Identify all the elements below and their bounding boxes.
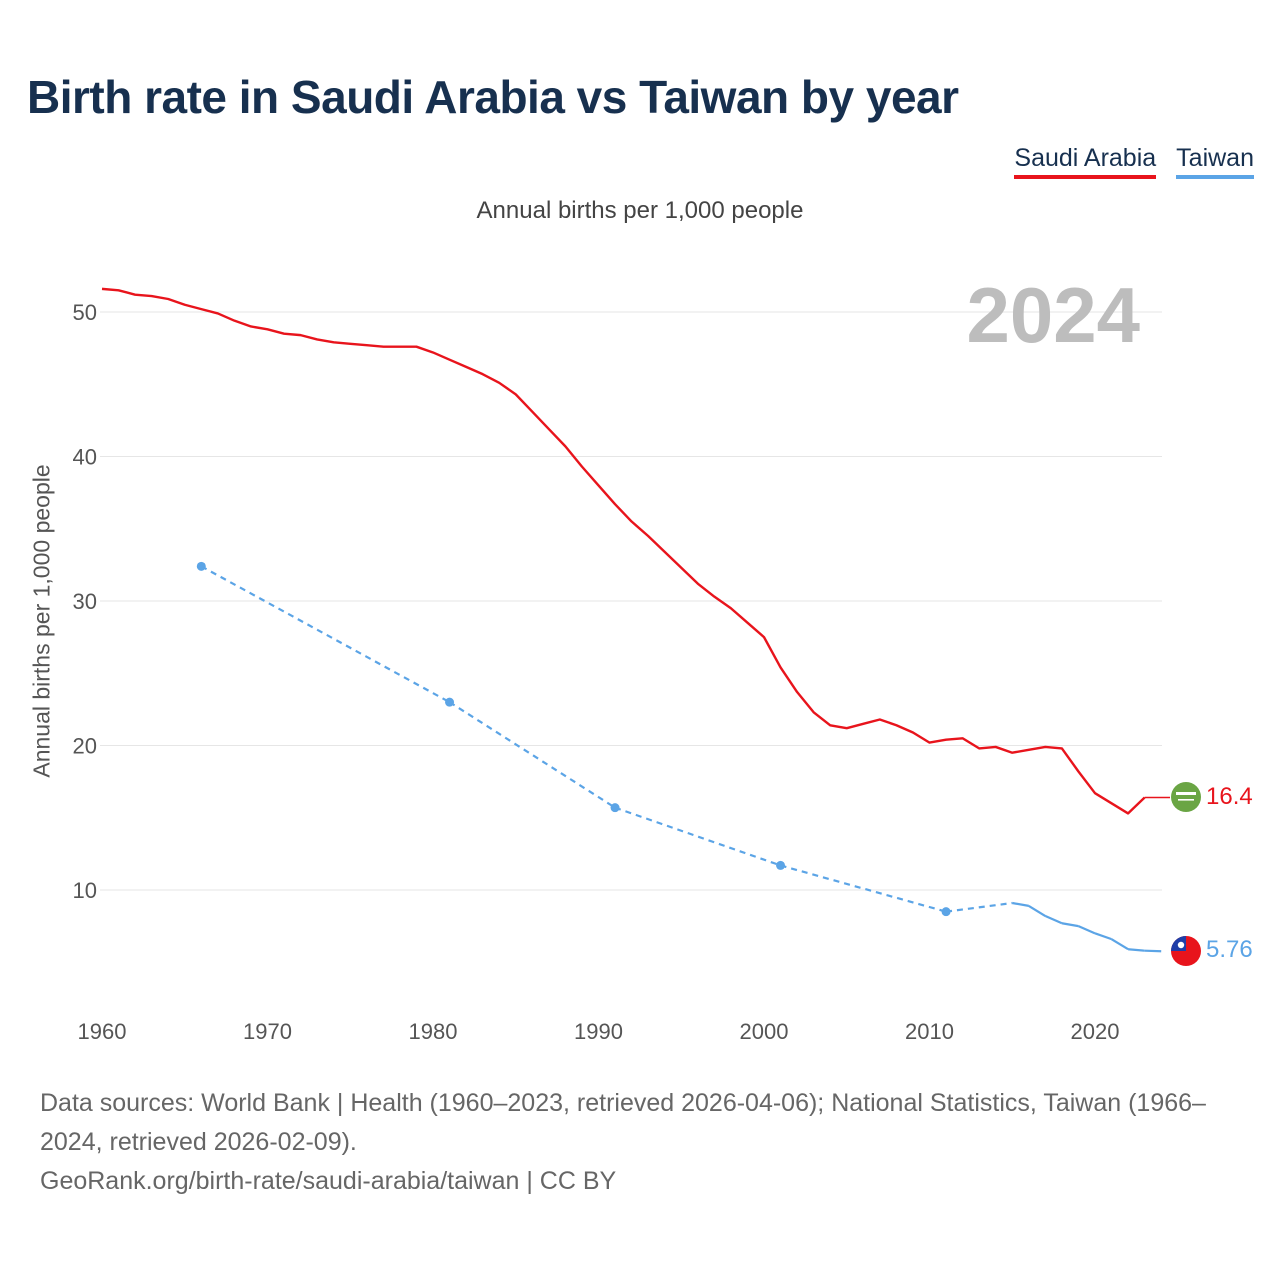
x-tick-label: 1980 — [409, 1019, 458, 1044]
x-tick-label: 1960 — [78, 1019, 127, 1044]
gridlines — [100, 311, 1162, 891]
taiwan-data-point[interactable] — [941, 907, 951, 917]
legend-item-taiwan[interactable]: Taiwan — [1176, 144, 1254, 179]
y-tick-label: 50 — [73, 300, 97, 325]
x-tick-label: 1990 — [574, 1019, 623, 1044]
saudi-arabia-flag-sword — [1178, 799, 1194, 801]
y-tick-label: 40 — [73, 445, 97, 470]
taiwan-segment — [1044, 915, 1063, 925]
saudi-arabia-flag-script — [1176, 792, 1196, 795]
taiwan-flag-sun — [1177, 941, 1185, 949]
taiwan-end-marker: 5.76 — [1171, 936, 1253, 966]
taiwan-end-value: 5.76 — [1206, 936, 1253, 963]
saudi-arabia-end-value: 16.4 — [1206, 783, 1253, 810]
taiwan-segment — [1028, 904, 1046, 917]
taiwan-segment — [1128, 948, 1145, 952]
chart-subtitle: Annual births per 1,000 people — [476, 197, 804, 224]
taiwan-segment — [200, 565, 451, 704]
taiwan-segment — [1012, 901, 1029, 907]
x-tick-label: 2010 — [905, 1019, 954, 1044]
footer-sources: Data sources: World Bank | Health (1960–… — [40, 1089, 1206, 1156]
taiwan-segment — [1078, 925, 1096, 935]
taiwan-data-point[interactable] — [196, 561, 206, 571]
y-tick-label: 10 — [73, 878, 97, 903]
x-tick-label: 2020 — [1071, 1019, 1120, 1044]
taiwan-segment — [448, 701, 616, 809]
year-watermark: 2024 — [966, 271, 1140, 359]
saudi-arabia-line[interactable] — [101, 287, 1146, 815]
legend: Saudi Arabia Taiwan — [1014, 144, 1254, 179]
y-tick-label: 30 — [73, 589, 97, 614]
saudi-arabia-end-marker: 16.4 — [1144, 782, 1253, 812]
x-axis-ticks: 1960 1970 1980 1990 2000 2010 2020 — [78, 1019, 1120, 1044]
taiwan-data-point[interactable] — [776, 860, 786, 870]
footer-attribution[interactable]: GeoRank.org/birth-rate/saudi-arabia/taiw… — [40, 1167, 617, 1195]
y-axis-ticks: 10 20 30 40 50 — [73, 300, 97, 903]
x-tick-label: 1970 — [243, 1019, 292, 1044]
footer: Data sources: World Bank | Health (1960–… — [40, 1084, 1250, 1201]
y-tick-label: 20 — [73, 734, 97, 759]
taiwan-segment — [1061, 922, 1079, 928]
taiwan-segment — [1144, 949, 1162, 953]
taiwan-segment — [945, 901, 1013, 913]
taiwan-segment — [1094, 932, 1112, 941]
taiwan-segment — [1110, 938, 1129, 951]
x-tick-label: 2000 — [740, 1019, 789, 1044]
taiwan-segment — [614, 806, 781, 867]
taiwan-data-point[interactable] — [610, 803, 620, 813]
series-layer — [101, 287, 1162, 953]
taiwan-data-point[interactable] — [445, 697, 455, 707]
chart-title: Birth rate in Saudi Arabia vs Taiwan by … — [27, 71, 959, 123]
legend-item-saudi-arabia[interactable]: Saudi Arabia — [1014, 144, 1157, 179]
saudi-arabia-flag-icon — [1171, 782, 1201, 812]
taiwan-segment — [780, 864, 947, 913]
